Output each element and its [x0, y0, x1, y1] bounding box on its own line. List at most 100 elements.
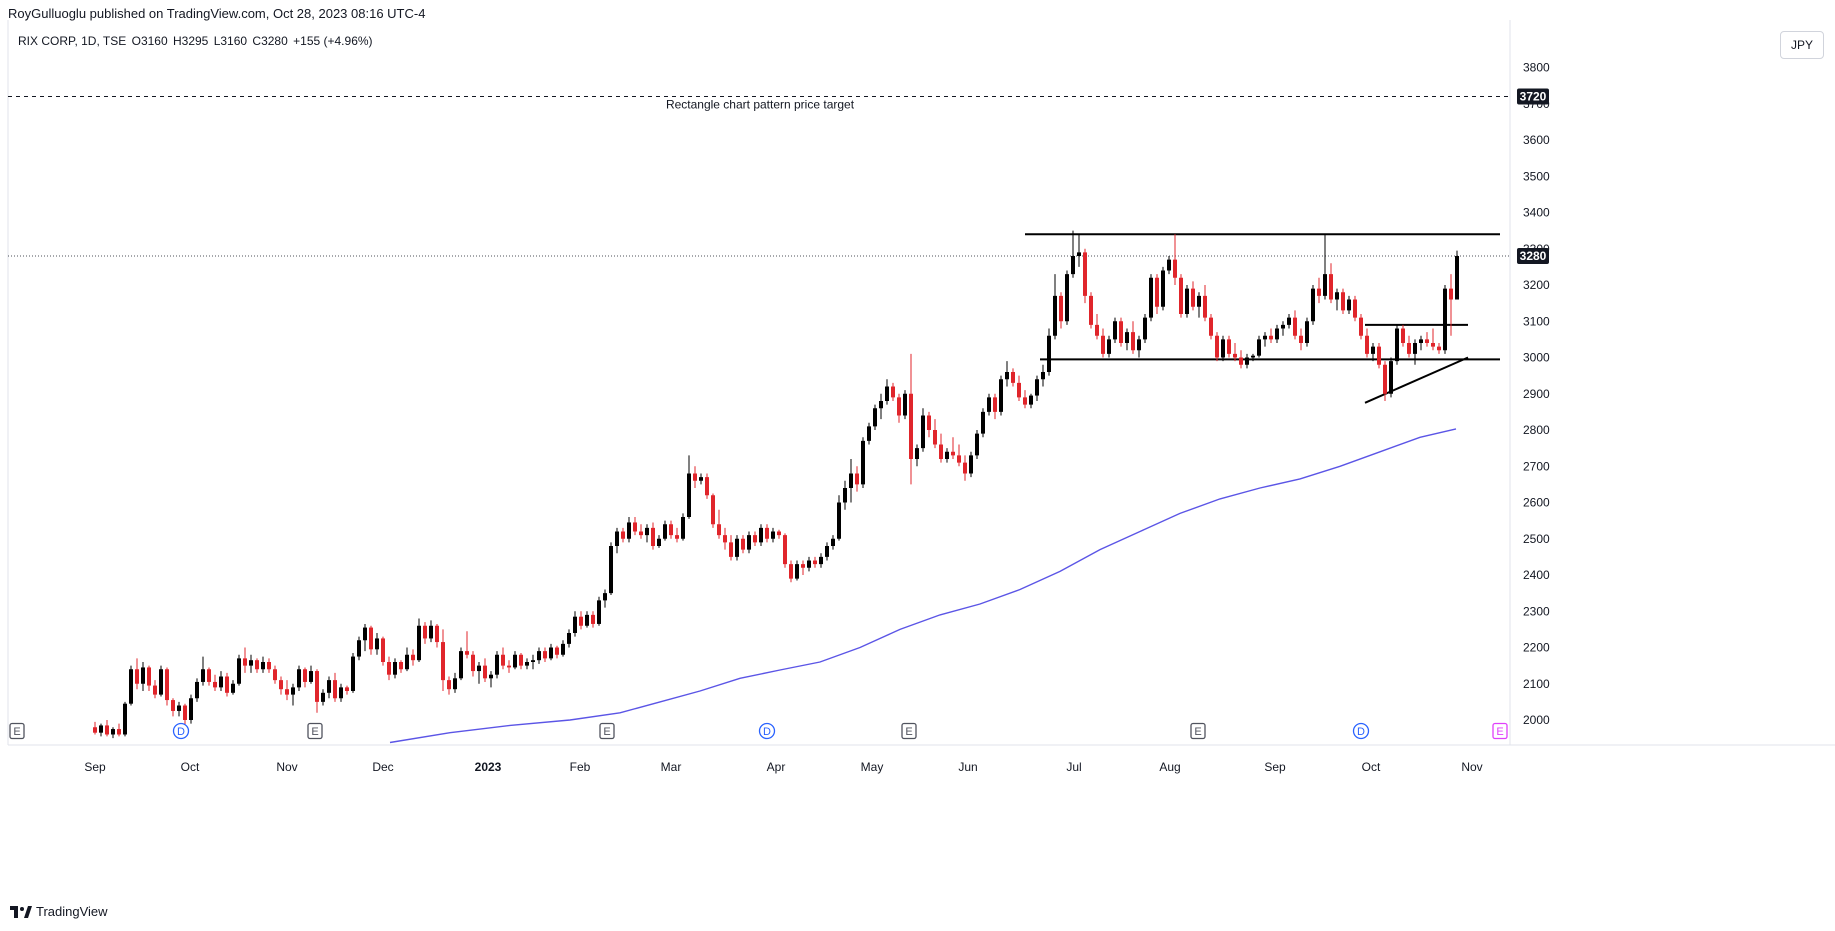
candle	[1131, 321, 1135, 354]
dividend-marker[interactable]: D	[758, 722, 776, 740]
candle	[465, 631, 469, 659]
candle-body	[1215, 335, 1219, 358]
dividend-marker[interactable]: D	[172, 722, 190, 740]
candle-body	[459, 651, 463, 679]
candle	[1239, 350, 1243, 369]
candle	[141, 662, 145, 691]
y-tick-label: 2000	[1523, 713, 1550, 727]
candle	[207, 667, 211, 686]
earnings-marker[interactable]: E	[307, 722, 323, 740]
candle-body	[1185, 288, 1189, 314]
candle-body	[135, 669, 139, 684]
candle	[951, 437, 955, 459]
candle	[645, 524, 649, 543]
candle-body	[1323, 274, 1327, 296]
candle-body	[675, 535, 679, 539]
candle	[189, 694, 193, 724]
candle-body	[1053, 295, 1057, 336]
candle-body	[537, 651, 541, 661]
candle	[1011, 368, 1015, 387]
candle	[993, 393, 997, 420]
candle	[1257, 335, 1261, 358]
candle-body	[585, 614, 589, 626]
candle	[975, 430, 979, 459]
candle	[321, 689, 325, 706]
target-label: Rectangle chart pattern price target	[666, 98, 855, 112]
candle	[699, 473, 703, 485]
candle-body	[147, 667, 151, 686]
earnings-marker[interactable]: E	[599, 722, 615, 740]
candle	[381, 636, 385, 666]
earnings-marker[interactable]: E	[901, 722, 917, 740]
candle	[1365, 328, 1369, 358]
candle	[861, 437, 865, 488]
candle	[987, 393, 991, 416]
candle-body	[783, 535, 787, 565]
event-marker-label: E	[311, 726, 318, 738]
candle-body	[279, 680, 283, 690]
candle-body	[261, 662, 265, 670]
candle-body	[237, 658, 241, 684]
candle-body	[1161, 270, 1165, 307]
y-tick-label: 3600	[1523, 133, 1550, 147]
ma-line	[389, 428, 1457, 744]
candle	[1203, 285, 1207, 322]
candle-body	[879, 401, 883, 409]
candle	[93, 721, 97, 735]
drawing-lines: Rectangle chart pattern price target	[8, 96, 1510, 404]
currency-button[interactable]: JPY	[1780, 31, 1824, 59]
candle	[1101, 328, 1105, 358]
candle	[1335, 288, 1339, 311]
y-tick-label: 3100	[1523, 314, 1550, 328]
candle-body	[1203, 295, 1207, 318]
candle	[1197, 292, 1201, 318]
candle-body	[267, 662, 271, 670]
candle	[153, 680, 157, 699]
candle	[531, 654, 535, 670]
candle	[885, 379, 889, 405]
candle-body	[525, 662, 529, 666]
x-tick-label: Apr	[767, 760, 786, 774]
candle-body	[105, 725, 109, 735]
symbol-name[interactable]: RIX CORP, 1D, TSE	[18, 34, 127, 48]
candle	[579, 611, 583, 630]
candle-body	[933, 430, 937, 445]
candle-body	[1389, 361, 1393, 394]
candle-body	[171, 700, 175, 711]
candle	[1359, 314, 1363, 340]
candle-body	[1095, 324, 1099, 336]
candle	[729, 535, 733, 561]
candle-body	[531, 660, 535, 662]
x-axis[interactable]: Sep Oct Nov Dec 2023 Feb Mar Apr May Jun Jul Aug Sep…	[84, 760, 1482, 774]
candle	[411, 649, 415, 666]
candle-body	[111, 729, 115, 735]
candle-body	[339, 687, 343, 699]
candle	[807, 556, 811, 572]
candle-body	[669, 524, 673, 536]
x-tick-label: May	[861, 760, 884, 774]
candle-body	[747, 535, 751, 550]
candle	[813, 556, 817, 568]
candle-body	[861, 440, 865, 485]
y-tick-label: 3400	[1523, 206, 1550, 220]
candle	[441, 629, 445, 691]
candle-body	[1437, 346, 1441, 351]
close-value: C3280	[252, 34, 288, 48]
earnings-marker[interactable]: E	[1190, 722, 1206, 740]
earnings-marker[interactable]: E	[1492, 722, 1508, 740]
candle-body	[441, 642, 445, 681]
candle	[621, 527, 625, 543]
candle	[1329, 263, 1333, 304]
dividend-marker[interactable]: D	[1352, 722, 1370, 740]
candle-body	[303, 669, 307, 682]
candle-body	[333, 680, 337, 699]
candle-body	[153, 685, 157, 695]
candle	[171, 698, 175, 717]
candle-body	[837, 502, 841, 539]
x-tick-label: Nov	[276, 760, 297, 774]
y-axis[interactable]: 2000 2100 2200 2300 2400 2500 2600 2700 2800 2900…	[7, 20, 1835, 746]
candle	[369, 625, 373, 655]
earnings-marker[interactable]: E	[9, 722, 25, 740]
